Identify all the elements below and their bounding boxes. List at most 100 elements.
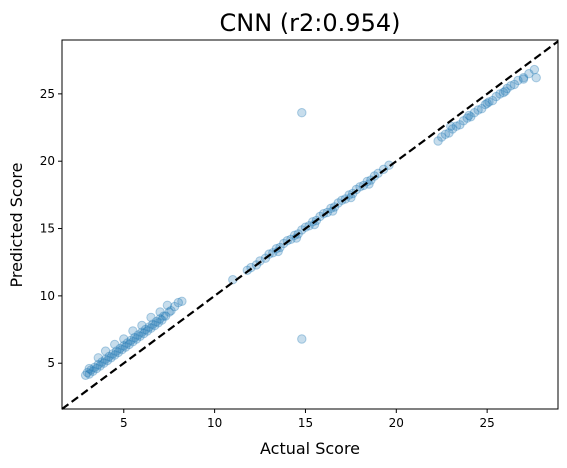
data-point [151, 316, 162, 327]
y-axis-label: Predicted Score [7, 162, 26, 287]
data-point [104, 351, 114, 362]
ideal-fit-line [61, 40, 559, 410]
data-point [97, 357, 107, 367]
plot-frame [61, 39, 559, 410]
data-point [166, 306, 176, 316]
data-points [80, 64, 541, 380]
data-point [177, 296, 187, 306]
data-point [110, 339, 120, 350]
data-point [455, 120, 465, 130]
data-point [162, 300, 173, 310]
data-point [318, 209, 329, 219]
data-point [157, 315, 167, 325]
data-point [491, 91, 501, 102]
data-point [159, 311, 169, 321]
data-point [142, 326, 153, 336]
data-point [108, 349, 118, 359]
data-point [531, 73, 541, 83]
y-tick-label: 15 [40, 222, 55, 236]
data-point [144, 322, 154, 332]
data-point [126, 335, 136, 345]
data-point [529, 64, 540, 75]
x-tick-label: 25 [480, 416, 495, 430]
data-point [86, 365, 96, 375]
data-point [90, 362, 100, 372]
data-point [139, 328, 149, 339]
data-point [110, 350, 120, 360]
x-axis-ticks: 5 10 15 20 25 [120, 409, 495, 430]
data-point [84, 363, 95, 374]
data-point [140, 324, 151, 335]
data-point [297, 225, 307, 235]
data-point [502, 83, 512, 94]
data-point [84, 369, 95, 379]
x-axis-label: Actual Score [260, 439, 360, 458]
data-point [484, 97, 494, 107]
data-point [137, 327, 147, 337]
data-point [524, 69, 534, 79]
data-point [482, 98, 492, 109]
data-point [124, 339, 134, 350]
data-point [437, 132, 447, 142]
data-point [440, 129, 451, 140]
data-point [447, 124, 458, 134]
data-point [466, 112, 476, 122]
data-point [131, 334, 142, 344]
data-point [164, 307, 174, 317]
data-point [513, 75, 523, 86]
data-point [173, 297, 184, 308]
data-point [93, 359, 104, 370]
data-point [518, 73, 529, 83]
data-point [133, 330, 144, 340]
data-point [297, 334, 307, 344]
data-point [106, 353, 116, 363]
data-point [169, 301, 180, 312]
x-tick-label: 5 [120, 416, 128, 430]
data-point [518, 74, 529, 84]
data-point [137, 320, 147, 331]
data-point [120, 342, 131, 352]
data-point [100, 346, 111, 356]
data-point [444, 128, 454, 138]
data-point [462, 113, 472, 123]
data-point [113, 347, 124, 358]
data-point [100, 354, 111, 364]
data-point [119, 341, 129, 351]
data-point [384, 160, 394, 170]
data-point [308, 217, 318, 227]
x-tick-label: 15 [298, 416, 313, 430]
data-point [160, 311, 171, 321]
data-point [487, 95, 498, 106]
y-axis-ticks: 5 10 15 20 25 [40, 87, 62, 370]
data-point [88, 366, 98, 376]
data-point [99, 358, 109, 368]
data-point [473, 105, 483, 115]
data-point [119, 334, 129, 344]
chart-title: CNN (r2:0.954) [220, 9, 401, 37]
data-point [326, 203, 336, 214]
data-point [122, 338, 133, 348]
x-tick-label: 10 [207, 416, 222, 430]
y-tick-label: 5 [47, 356, 55, 370]
data-point [458, 116, 469, 126]
data-point [130, 332, 140, 343]
data-point [297, 108, 307, 118]
data-point [111, 346, 122, 356]
data-point [128, 337, 138, 347]
data-point [355, 182, 365, 192]
data-point [328, 206, 338, 216]
data-point [128, 326, 138, 336]
data-point [146, 323, 156, 333]
data-point [80, 370, 91, 380]
data-point [498, 87, 509, 98]
data-point [506, 81, 516, 91]
data-point [102, 355, 113, 366]
data-point [82, 367, 93, 378]
data-point [115, 343, 125, 354]
data-point [117, 345, 127, 355]
data-point [135, 331, 145, 341]
data-point [451, 121, 461, 131]
data-point [495, 89, 505, 99]
y-tick-label: 10 [40, 289, 55, 303]
